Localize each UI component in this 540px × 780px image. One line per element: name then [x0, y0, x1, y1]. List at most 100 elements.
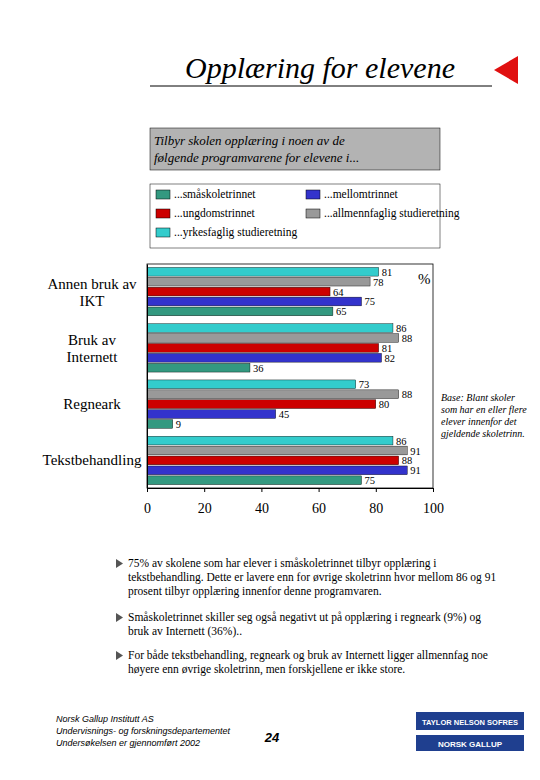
bar [147, 267, 379, 276]
data-label: 81 [382, 343, 393, 354]
legend-label: ...småskoletrinnet [174, 188, 256, 200]
bar [147, 436, 393, 445]
bullet-text: Småskoletrinnet skiller seg også negativ… [128, 610, 500, 638]
bar [147, 390, 399, 399]
data-label: 9 [176, 419, 181, 430]
x-tick-mark [319, 488, 320, 492]
heading-marker [494, 56, 518, 84]
y-axis [147, 265, 149, 489]
bars [147, 267, 407, 484]
x-tick-label: 80 [369, 501, 383, 516]
legend-swatch [156, 209, 170, 218]
x-tick: 40 [255, 488, 269, 516]
heading-rule [150, 86, 492, 87]
x-tick-mark [204, 488, 205, 492]
data-label: 65 [336, 306, 347, 317]
x-axis: 0 20 40 60 80 100 [144, 488, 444, 516]
x-tick-label: 20 [198, 501, 212, 516]
data-labels: 653697575824591648180887888889181867386 [176, 267, 421, 487]
x-axis-line [148, 489, 434, 493]
y-tick-label: Annen bruk avIKT [47, 276, 137, 309]
x-tick: 20 [198, 488, 212, 516]
data-label: 81 [382, 267, 393, 278]
x-tick-mark [261, 488, 262, 492]
x-axis-unit: % [418, 271, 431, 287]
legend-swatch [156, 228, 170, 237]
data-label: 88 [402, 455, 413, 466]
x-tick-label: 40 [255, 501, 269, 516]
legend-label: ...yrkesfaglig studieretning [174, 226, 298, 239]
chart-title: Tilbyr skolen opplæring i noen av defølg… [154, 133, 359, 165]
data-label: 45 [279, 409, 290, 420]
legend-label: ...allmennfaglig studieretning [324, 207, 460, 220]
x-tick-label: 100 [423, 501, 444, 516]
bar [147, 353, 382, 362]
x-tick-label: 60 [312, 501, 326, 516]
bar [147, 297, 362, 306]
page-heading: Opplæring for elevene [185, 51, 455, 84]
bar [147, 456, 399, 465]
legend-label: ...ungdomstrinnet [174, 207, 256, 220]
y-tick-label: Regneark [63, 396, 121, 412]
x-tick-mark [433, 488, 434, 492]
bullet-text: For både tekstbehandling, regneark og br… [128, 648, 500, 676]
bar [147, 446, 407, 455]
bar [147, 277, 370, 286]
data-label: 75 [365, 296, 376, 307]
x-tick-mark [147, 488, 148, 492]
data-label: 82 [385, 353, 396, 364]
y-tick-label: Bruk avInternett [67, 332, 119, 365]
page-number: 24 [264, 730, 280, 745]
x-tick: 100 [423, 488, 444, 516]
x-tick: 0 [144, 488, 151, 516]
x-tick: 80 [369, 488, 383, 516]
data-label: 64 [333, 287, 344, 298]
logo-box-bottom [416, 735, 524, 751]
bar [147, 343, 379, 352]
legend-swatch [156, 190, 170, 199]
legend-label: ...mellomtrinnet [324, 188, 399, 200]
bar [147, 334, 399, 343]
x-tick-mark [376, 488, 377, 492]
data-label: 91 [410, 465, 421, 476]
legend-swatch [306, 190, 320, 199]
data-label: 78 [373, 277, 384, 288]
y-axis-line [147, 265, 148, 489]
data-label: 86 [396, 323, 407, 334]
bar [147, 380, 356, 389]
logo-box-top [416, 712, 524, 730]
bullet-text: 75% av skolene som har elever i småskole… [128, 556, 500, 598]
bullet-marker [116, 613, 123, 622]
bar [147, 476, 362, 485]
data-label: 91 [410, 446, 421, 457]
data-label: 75 [365, 475, 376, 486]
bar [147, 400, 376, 409]
data-label: 80 [379, 399, 390, 410]
bar [147, 287, 330, 296]
base-note: Base: Blant skoler som har en eller fler… [441, 392, 533, 440]
x-tick-label: 0 [144, 501, 151, 516]
legend-swatch [306, 209, 320, 218]
bar [147, 410, 276, 419]
data-label: 36 [253, 363, 264, 374]
footer-text: Undersøkelsen er gjennomført 2002 [56, 738, 200, 749]
bullet-marker [116, 651, 123, 660]
y-tick-label: Tekstbehandling [43, 452, 142, 468]
bar [147, 307, 333, 316]
bar [147, 363, 250, 372]
data-label: 88 [402, 389, 413, 400]
bar [147, 420, 173, 429]
logo-text: TAYLOR NELSON SOFRES [422, 718, 518, 727]
bullet-marker [116, 559, 123, 568]
data-label: 86 [396, 436, 407, 447]
data-label: 73 [359, 379, 370, 390]
plot-frame [147, 264, 433, 488]
footer-text: Norsk Gallup Institutt AS [56, 714, 154, 725]
bar [147, 466, 407, 475]
footer-text: Undervisnings- og forskningsdepartemente… [56, 726, 230, 737]
title-box [150, 128, 440, 170]
bar [147, 324, 393, 333]
data-label: 88 [402, 333, 413, 344]
x-tick: 60 [312, 488, 326, 516]
logo-text: NORSK GALLUP [438, 740, 503, 749]
